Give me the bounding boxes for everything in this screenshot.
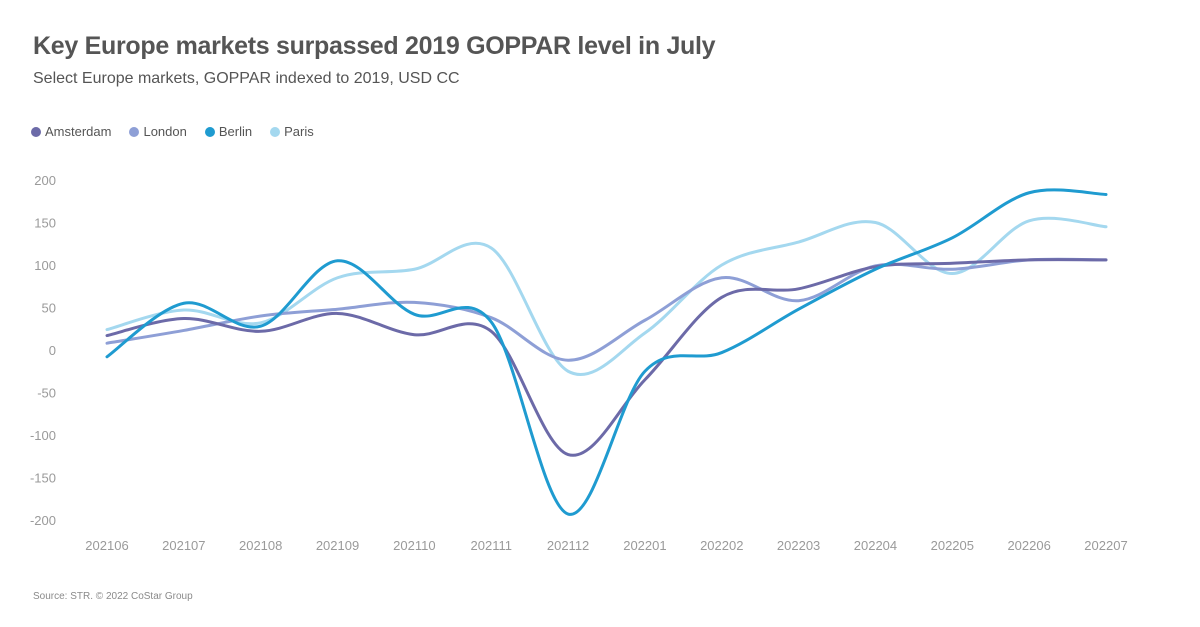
source-note: Source: STR. © 2022 CoStar Group [33,591,193,602]
legend: Amsterdam London Berlin Paris [31,124,314,139]
x-tick-label: 202106 [85,538,128,553]
legend-item-london[interactable]: London [129,124,187,139]
x-tick-label: 202201 [623,538,666,553]
y-tick-label: -150 [30,471,56,486]
legend-dot-icon [204,126,215,137]
legend-dot-icon [31,126,41,137]
y-axis: 200 150 100 50 0 -50 -100 -150 -200 [30,173,56,528]
x-tick-label: 202108 [239,538,282,553]
chart-subtitle: Select Europe markets, GOPPAR indexed to… [33,70,460,87]
legend-label: London [143,124,187,139]
legend-item-paris[interactable]: Paris [270,124,314,139]
x-tick-label: 202107 [162,538,205,553]
legend-dot-icon [270,126,281,137]
series-line-amsterdam[interactable] [105,258,1108,457]
series-line-paris[interactable] [105,216,1108,377]
x-tick-label: 202109 [316,538,359,553]
legend-item-amsterdam[interactable]: Amsterdam [31,124,111,139]
x-tick-label: 202206 [1007,538,1050,553]
x-tick-label: 202111 [471,538,512,553]
x-tick-label: 202207 [1084,538,1127,553]
series-line-berlin[interactable] [105,188,1108,516]
x-tick-label: 202204 [854,538,897,553]
chart-title: Key Europe markets surpassed 2019 GOPPAR… [33,32,716,60]
y-tick-label: 0 [49,343,56,358]
y-tick-label: 200 [34,173,56,188]
y-tick-label: -100 [30,428,56,443]
x-tick-label: 202202 [700,538,743,553]
y-tick-label: 100 [34,258,56,273]
legend-item-berlin[interactable]: Berlin [204,124,253,139]
x-tick-label: 202110 [393,538,435,553]
x-tick-label: 202203 [777,538,820,553]
legend-dot-icon [129,126,140,137]
x-tick-label: 202205 [931,538,974,553]
y-tick-label: -200 [30,513,56,528]
x-axis: 202106 202107 202108 202109 202110 202111 2021… [85,538,1127,553]
y-tick-label: -50 [37,386,56,401]
legend-label: Paris [284,124,314,139]
series-line-london[interactable] [105,257,1108,362]
series-lines [105,188,1108,516]
legend-label: Amsterdam [45,124,112,139]
legend-label: Berlin [218,124,253,139]
y-tick-label: 50 [42,301,56,316]
x-tick-label: 202112 [547,538,589,553]
y-tick-label: 150 [34,216,56,231]
